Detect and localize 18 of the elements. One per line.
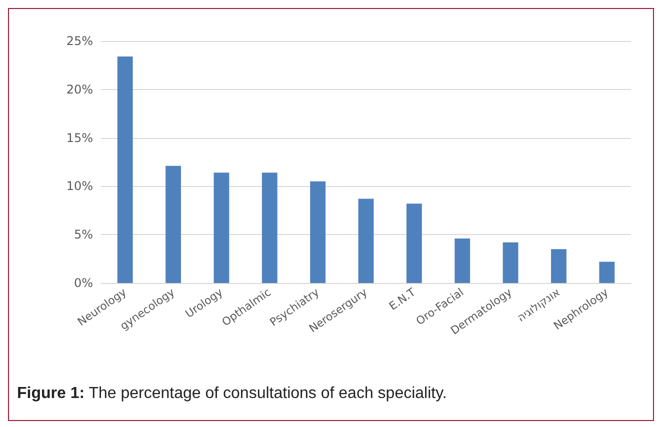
bar xyxy=(214,172,230,283)
y-tick-label: 25% xyxy=(66,34,93,48)
bar xyxy=(310,181,326,283)
y-tick-label: 0% xyxy=(74,276,93,290)
bar xyxy=(599,262,615,283)
y-tick-label: 20% xyxy=(66,82,93,96)
y-tick-label: 15% xyxy=(66,130,93,145)
bar xyxy=(166,166,181,283)
bar xyxy=(358,198,374,283)
bar xyxy=(262,172,278,283)
y-tick-label: 10% xyxy=(66,179,93,194)
bar xyxy=(406,204,422,283)
bar xyxy=(502,242,518,283)
bar xyxy=(117,56,133,283)
y-tick-label: 5% xyxy=(74,228,93,242)
caption: Figure 1: The percentage of consultations of each speciality. xyxy=(17,385,447,402)
bar xyxy=(454,238,470,283)
bar xyxy=(551,249,566,283)
